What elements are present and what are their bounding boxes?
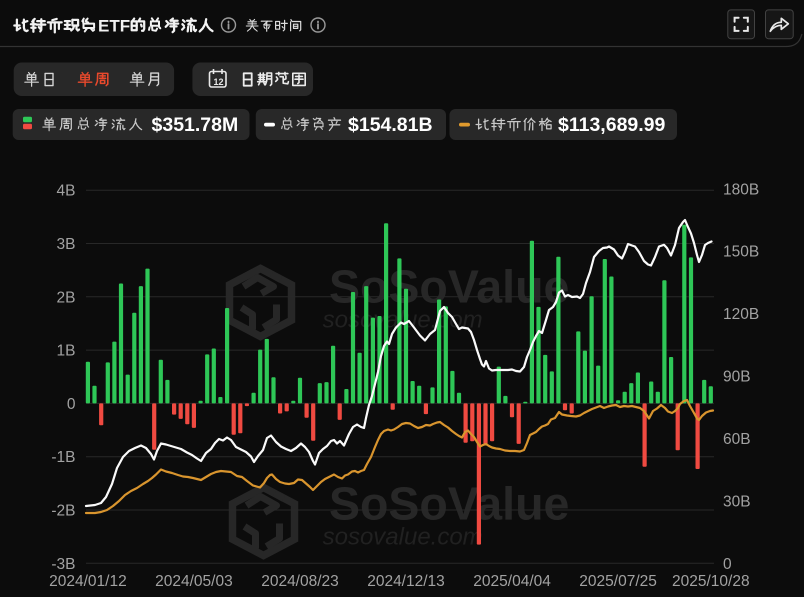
svg-text:-2B: -2B bbox=[51, 503, 75, 520]
svg-text:2024/12/13: 2024/12/13 bbox=[367, 573, 445, 590]
svg-text:$351.78M: $351.78M bbox=[152, 114, 239, 136]
svg-text:0: 0 bbox=[723, 556, 732, 573]
svg-text:2025/07/25: 2025/07/25 bbox=[579, 573, 657, 590]
svg-text:90B: 90B bbox=[723, 369, 751, 386]
svg-text:-1B: -1B bbox=[51, 449, 75, 466]
svg-text:180B: 180B bbox=[723, 181, 759, 198]
svg-text:2024/05/03: 2024/05/03 bbox=[155, 573, 233, 590]
svg-text:SoSoValue: SoSoValue bbox=[329, 478, 569, 530]
svg-text:60B: 60B bbox=[723, 431, 751, 448]
svg-text:sosovalue.com: sosovalue.com bbox=[323, 524, 483, 551]
svg-text:30B: 30B bbox=[723, 493, 751, 510]
svg-text:2025/10/28: 2025/10/28 bbox=[672, 573, 750, 590]
svg-text:$113,689.99: $113,689.99 bbox=[558, 114, 666, 136]
svg-text:4B: 4B bbox=[57, 183, 76, 200]
svg-text:12: 12 bbox=[214, 77, 224, 87]
svg-text:SoSoValue: SoSoValue bbox=[329, 261, 569, 313]
svg-text:sosovalue.com: sosovalue.com bbox=[323, 307, 483, 334]
svg-text:-3B: -3B bbox=[51, 556, 75, 573]
svg-text:ETF: ETF bbox=[98, 17, 130, 36]
svg-text:0: 0 bbox=[67, 396, 76, 413]
svg-text:2B: 2B bbox=[57, 289, 76, 306]
svg-text:1B: 1B bbox=[57, 343, 76, 360]
svg-text:$154.81B: $154.81B bbox=[348, 114, 433, 136]
svg-text:2024/08/23: 2024/08/23 bbox=[261, 573, 339, 590]
svg-text:3B: 3B bbox=[57, 236, 76, 253]
svg-text:150B: 150B bbox=[723, 244, 759, 261]
svg-text:120B: 120B bbox=[723, 306, 759, 323]
svg-text:2024/01/12: 2024/01/12 bbox=[49, 573, 127, 590]
svg-text:2025/04/04: 2025/04/04 bbox=[473, 573, 551, 590]
